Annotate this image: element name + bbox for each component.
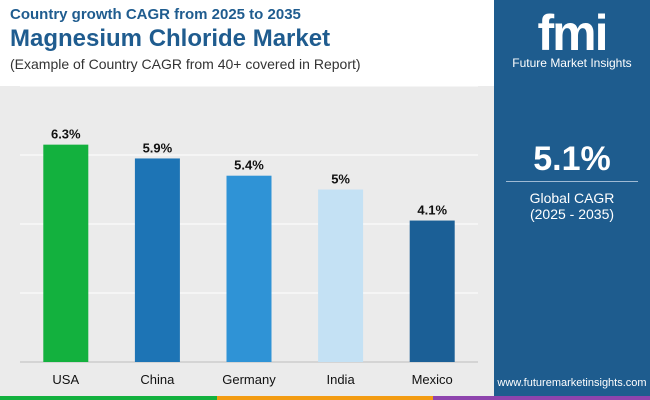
bar-chart: 6.3% USA 5.9% China 5.4% Germany 5% India 4.1% Me… (20, 86, 478, 387)
stripe-segment (0, 396, 217, 400)
fmi-logo-icon: fmi (538, 8, 609, 56)
bar-mexico (409, 220, 455, 362)
global-cagr-range: (2025 - 2035) (529, 206, 615, 222)
chart-subtitle: Country growth CAGR from 2025 to 2035 (10, 6, 301, 23)
stripe-segment (216, 396, 434, 400)
data-label-germany: 5.4% (234, 158, 264, 173)
data-label-usa: 6.3% (51, 127, 81, 142)
stripe-segment (433, 396, 650, 400)
x-tick-label-germany: Germany (222, 372, 276, 387)
logo-text: Future Market Insights (512, 56, 632, 70)
header: Country growth CAGR from 2025 to 2035 Ma… (0, 0, 494, 86)
x-tick-label-usa: USA (52, 372, 79, 387)
x-tick-label-india: India (326, 372, 355, 387)
chart-area: 6.3% USA 5.9% China 5.4% Germany 5% India 4.1% Me… (0, 86, 494, 396)
sidebar: fmi Future Market Insights 5.1% Global C… (494, 0, 650, 400)
svg-text:fmi: fmi (538, 8, 607, 56)
data-label-mexico: 4.1% (417, 203, 447, 218)
chart-title: Magnesium Chloride Market (10, 25, 331, 52)
data-label-india: 5% (331, 172, 350, 187)
bar-india (318, 189, 364, 362)
bar-germany (226, 175, 272, 362)
chart-note: (Example of Country CAGR from 40+ covere… (10, 56, 361, 72)
global-cagr-value: 5.1% (533, 140, 611, 178)
global-cagr-label: Global CAGR (529, 190, 615, 206)
data-label-china: 5.9% (143, 140, 173, 155)
bar-china (134, 158, 180, 362)
kpi-divider (506, 181, 638, 182)
bottom-stripe (0, 396, 650, 400)
website-url[interactable]: www.futuremarketinsights.com (497, 377, 647, 389)
bar-usa (43, 144, 89, 362)
x-tick-label-mexico: Mexico (412, 372, 453, 387)
x-tick-label-china: China (140, 372, 175, 387)
